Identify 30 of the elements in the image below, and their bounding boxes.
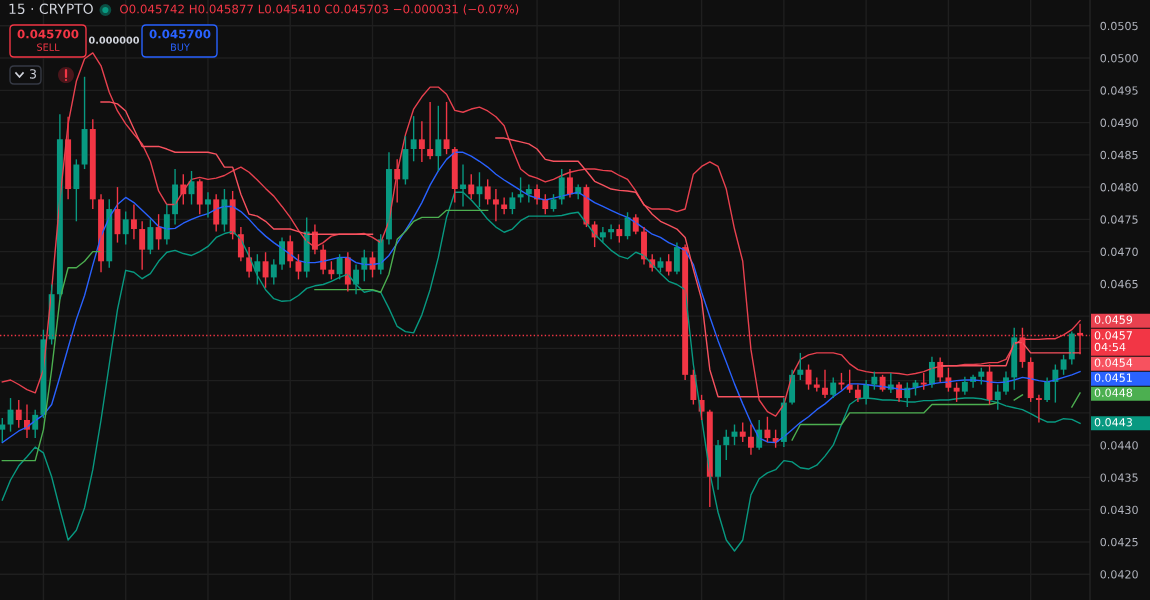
- chart-subtitle: O0.045742 H0.045877 L0.045410 C0.045703 −0.000031 (−0.07%): [120, 4, 519, 15]
- y-tick-label: 0.0435: [1100, 473, 1138, 482]
- y-tick-label: 0.0430: [1100, 505, 1138, 515]
- data-label: 0.0451: [1094, 373, 1132, 382]
- y-tick-label: 0.0470: [1100, 247, 1138, 256]
- data-label: 0.0448: [1094, 388, 1133, 397]
- y-tick-label: 0.0425: [1100, 537, 1138, 547]
- y-tick-label: 0.0465: [1100, 279, 1138, 289]
- candlestick: [1060, 354, 1067, 376]
- y-tick-label: 0.0440: [1100, 441, 1138, 450]
- y-tick-label: 0.0490: [1100, 118, 1138, 127]
- chart-title: 15 · CRYPTO: [9, 3, 93, 15]
- y-tick-label: 0.0485: [1100, 150, 1138, 160]
- annotation: 0.045700: [149, 29, 211, 39]
- ref-line-label: 0.0457 04:54: [1094, 331, 1132, 352]
- annotation: 0.045700: [17, 29, 79, 39]
- y-tick-label: 0.0505: [1100, 21, 1138, 31]
- annotation: 3: [29, 69, 36, 79]
- data-label: 0.0459: [1094, 315, 1133, 324]
- y-tick-label: 0.0500: [1100, 54, 1138, 63]
- data-label: 0.0454: [1094, 358, 1133, 367]
- y-tick-label: 0.0480: [1100, 183, 1138, 192]
- data-label: 0.0443: [1094, 418, 1132, 427]
- annotation: BUY: [171, 43, 190, 51]
- annotation: SELL: [37, 43, 60, 51]
- y-tick-label: 0.0475: [1100, 215, 1138, 224]
- annotation: 0.000000: [88, 36, 140, 44]
- y-tick-label: 0.0495: [1100, 86, 1138, 95]
- candlestick: [665, 253, 672, 277]
- y-tick-label: 0.0420: [1100, 570, 1138, 579]
